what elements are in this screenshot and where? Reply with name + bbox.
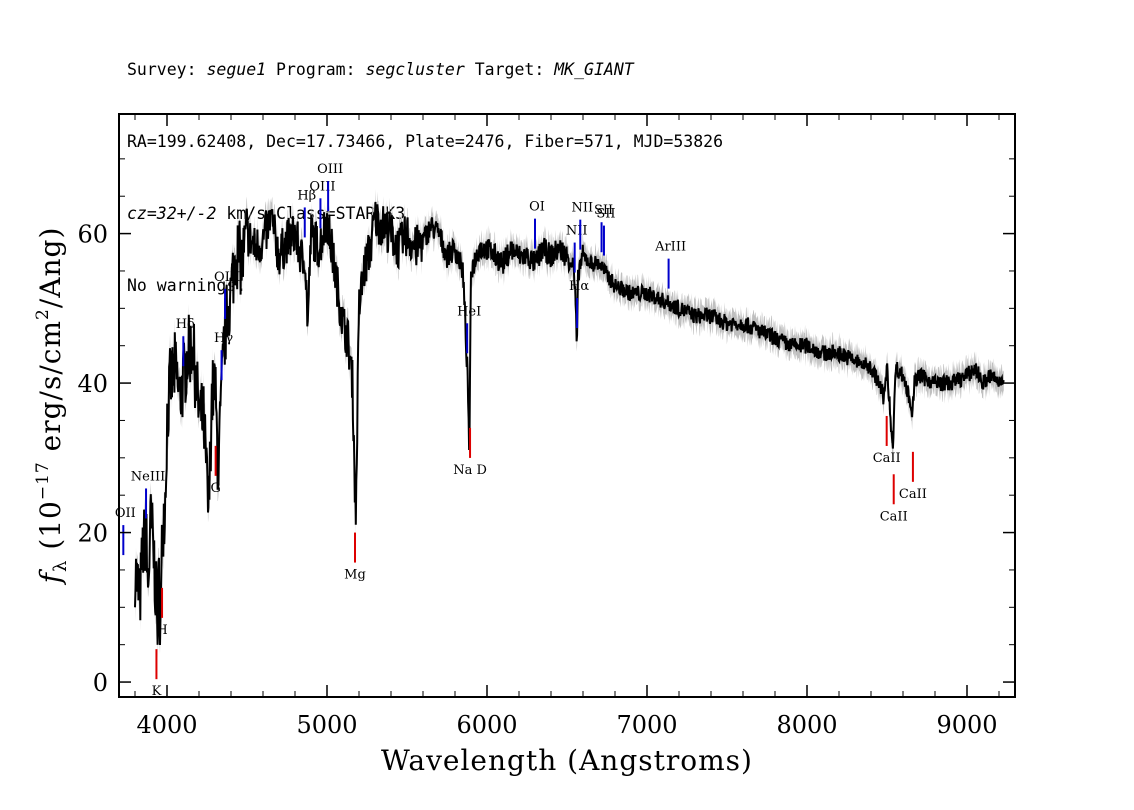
survey-label: Survey: (127, 60, 197, 79)
plot-frame (118, 113, 1016, 698)
emission-label: OIII (309, 179, 335, 194)
x-tick-label: 9000 (936, 711, 997, 739)
program-label: Program: (276, 60, 356, 79)
x-tick-label: 8000 (776, 711, 837, 739)
x-tick-label: 4000 (136, 711, 197, 739)
absorption-label: Mg (344, 568, 366, 583)
emission-label: OIII (214, 270, 240, 285)
emission-label: OIII (317, 162, 343, 177)
emission-label: Hα (569, 279, 589, 294)
absorption-label: Na D (453, 463, 487, 478)
emission-label: SII (596, 207, 615, 222)
header-survey-line: Survey: segue1 Program: segcluster Targe… (127, 58, 723, 82)
emission-label: Hβ (297, 188, 316, 203)
absorption-label: H (156, 623, 167, 638)
y-tick-label: 40 (77, 370, 108, 398)
absorption-label: K (152, 684, 162, 699)
axis-ticks: 4000 5000 6000 7000 8000 9000 0 20 40 60 (77, 114, 1015, 739)
y-tick-label: 0 (93, 669, 108, 697)
y-tick-label: 60 (77, 221, 108, 249)
y-tick-label: 20 (77, 520, 108, 548)
emission-label: Hδ (176, 317, 195, 332)
survey-value: segue1 (206, 60, 267, 79)
absorption-label: CaII (873, 451, 901, 466)
x-tick-label: 7000 (616, 711, 677, 739)
emission-label: SII (594, 203, 613, 218)
emission-label: OI (529, 200, 545, 215)
emission-label: ArIII (654, 240, 686, 255)
header-coordinates-line: RA=199.62408, Dec=17.73466, Plate=2476, … (127, 132, 724, 151)
emission-label: NII (566, 224, 588, 239)
absorption-label: CaII (880, 509, 908, 524)
target-label: Target: (474, 60, 545, 79)
target-value: MK_GIANT (554, 60, 634, 79)
emission-label: NII (571, 201, 593, 216)
emission-label: HeI (457, 304, 481, 319)
flux-layer (134, 201, 1005, 646)
absorption-label: G (210, 481, 220, 496)
flux-line (134, 201, 1005, 646)
y-axis-title: fλ (10−17 erg/s/cm2/Ang) (33, 227, 71, 586)
program-value: segcluster (365, 60, 465, 79)
redshift-value: cz=32+/-2 (127, 204, 217, 223)
header-warnings-line: No warnings. (127, 276, 247, 295)
absorption-label: CaII (899, 487, 927, 502)
spectrum-header: Survey: segue1 Program: segcluster Targe… (127, 10, 723, 322)
emission-label: NeIII (131, 469, 165, 484)
x-axis-title: Wavelength (Angstroms) (381, 744, 753, 777)
emission-label: OII (115, 506, 136, 521)
x-tick-label: 6000 (456, 711, 517, 739)
emission-label: Hγ (214, 331, 233, 346)
x-tick-label: 5000 (296, 711, 357, 739)
